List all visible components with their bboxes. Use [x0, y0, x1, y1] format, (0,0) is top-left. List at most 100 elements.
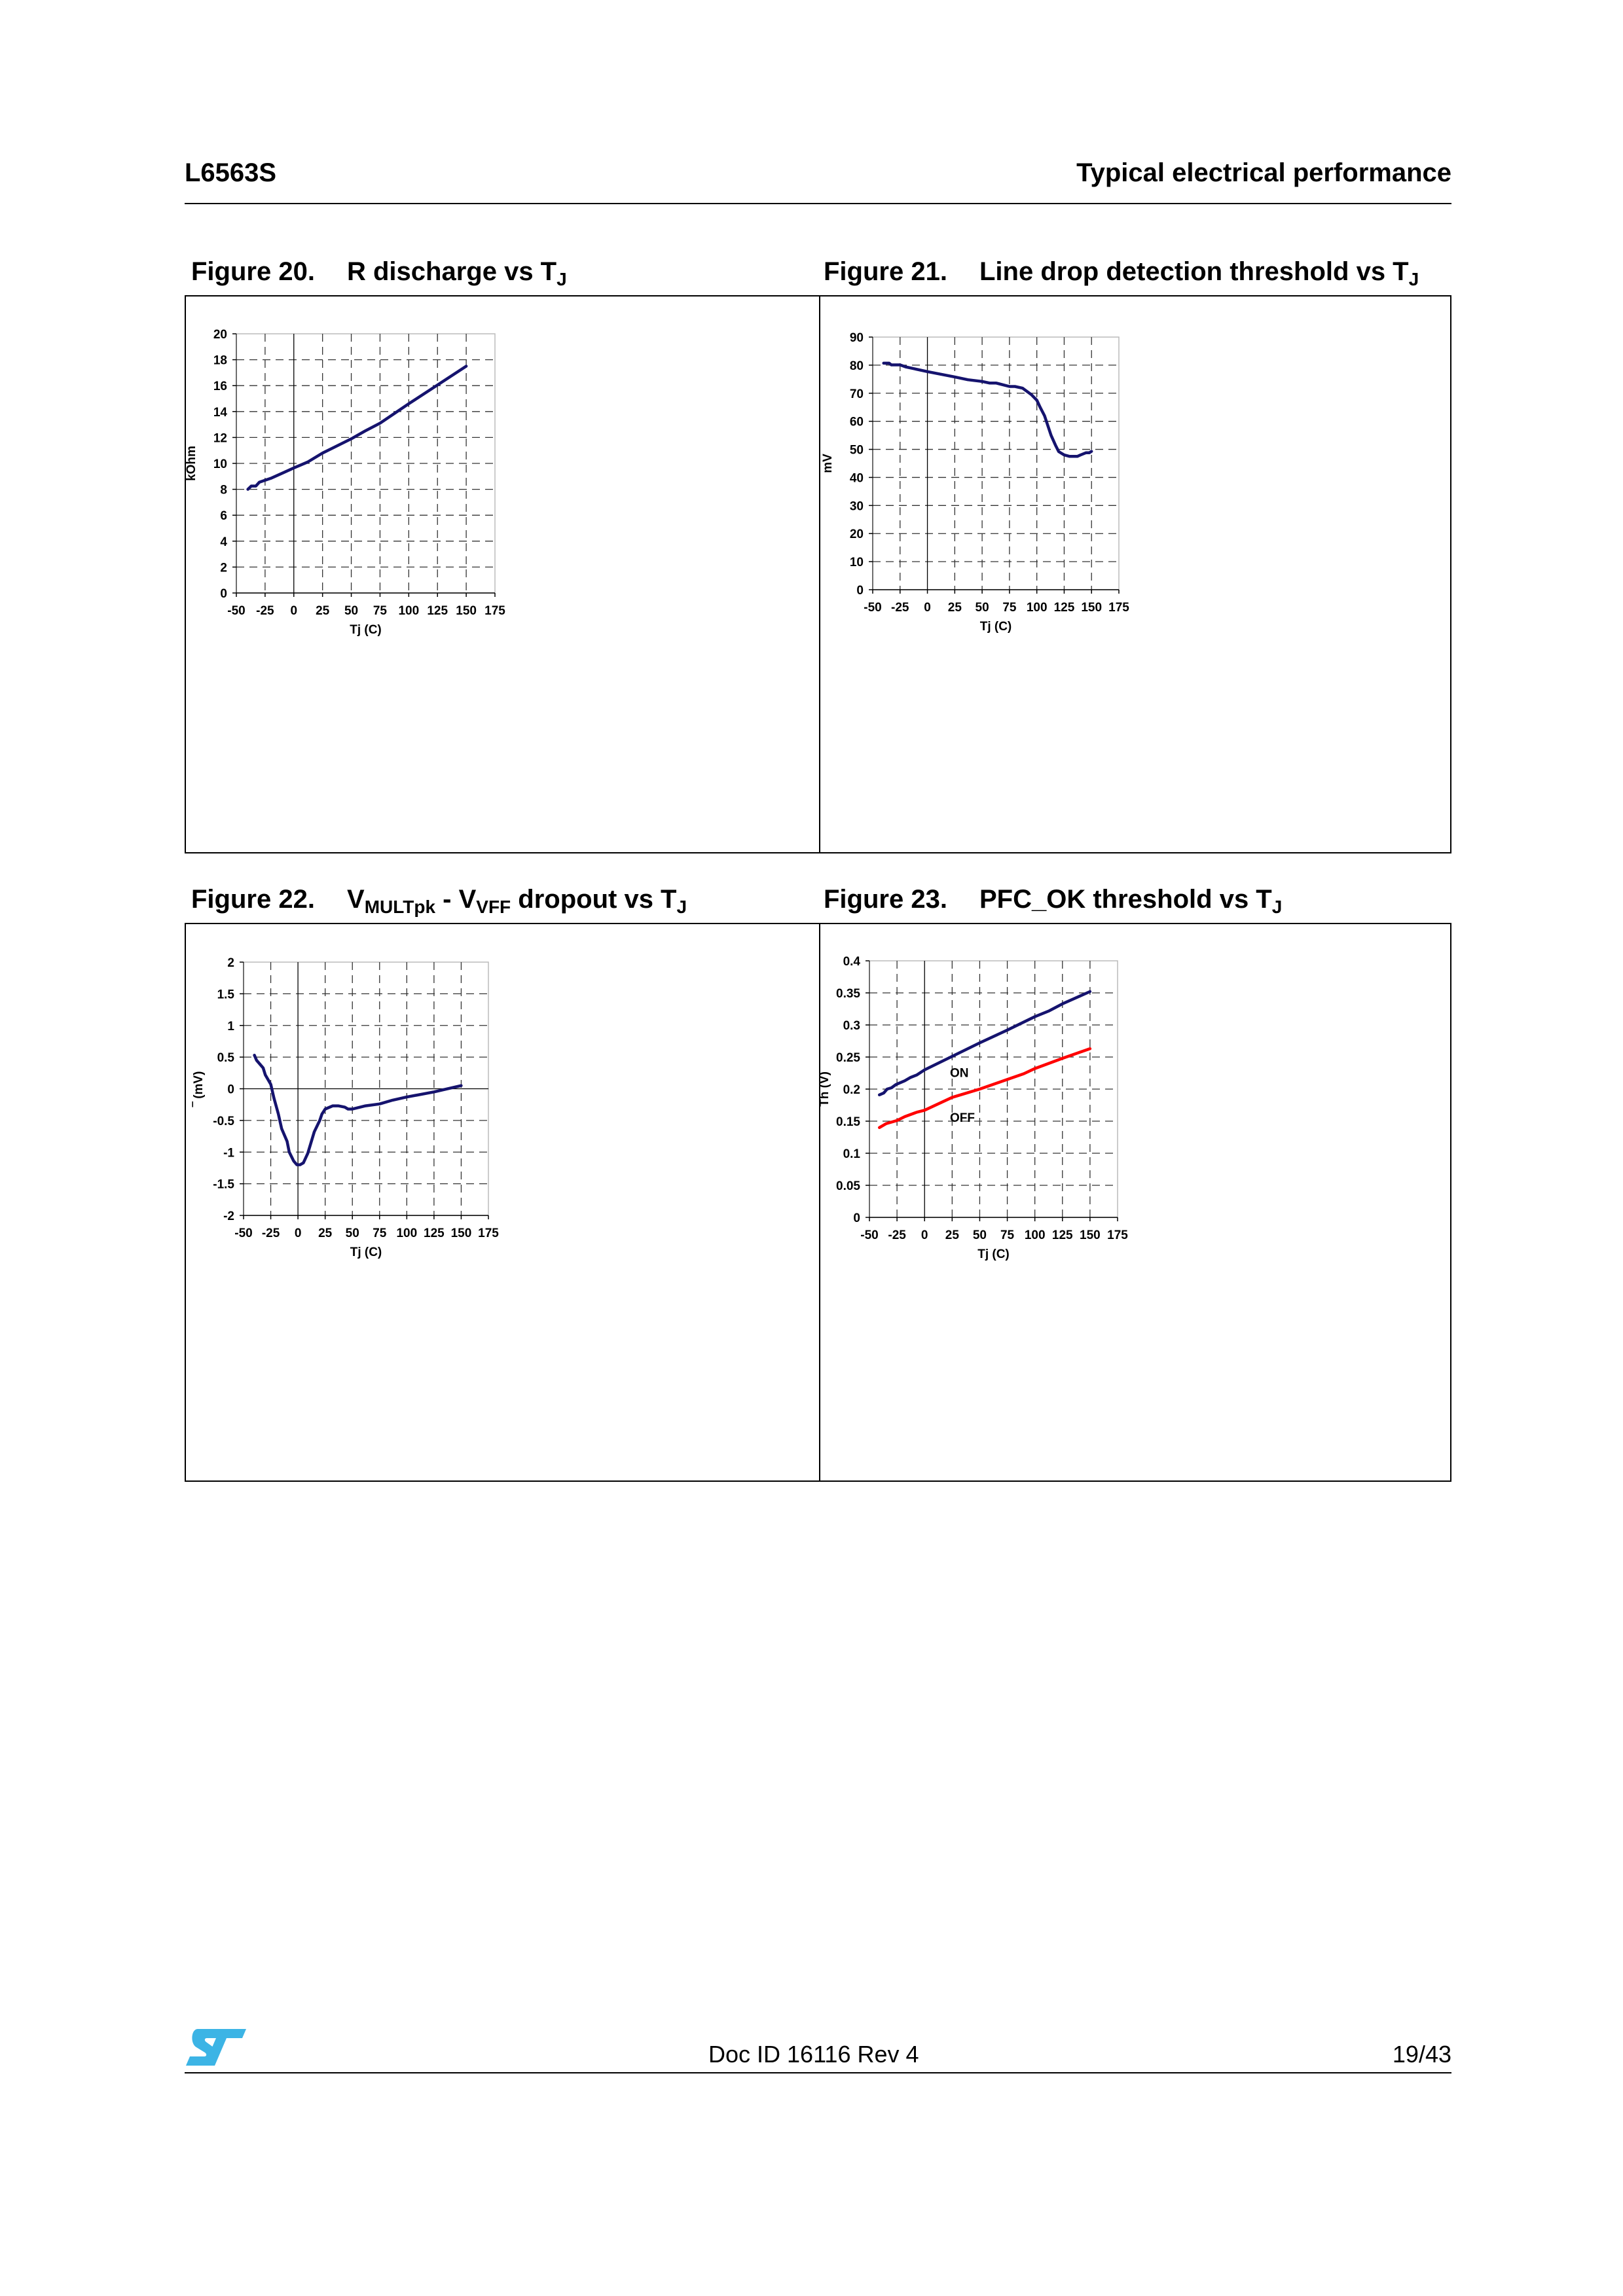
series-line-dropout: [253, 1053, 463, 1166]
y-tick-label: 70: [850, 387, 864, 401]
x-axis-label: Tj (C): [350, 623, 382, 637]
x-tick-label: 25: [318, 1227, 333, 1240]
x-tick-label: 50: [973, 1229, 987, 1242]
y-tick-label: -2: [223, 1210, 234, 1223]
header-section-title: Typical electrical performance: [1076, 158, 1451, 187]
y-tick-label: 10: [850, 556, 864, 569]
x-tick-label: 100: [1027, 601, 1048, 615]
figure-23-chart: -50 -25 0 25 50 75 100 125 150 175 0 0.05 0.1 0.15 0.2…: [819, 923, 1451, 1482]
x-tick-label: 25: [948, 601, 962, 615]
title-subscript: MULTpk: [364, 897, 436, 917]
figure-21-chart: -50 -25 0 25 50 75 100 125 150 175 0 10 20 30 40 50 60 70…: [819, 295, 1451, 853]
header-rule: [185, 203, 1451, 204]
x-tick-label: -50: [227, 604, 245, 618]
y-axis-label: kOhm: [186, 446, 198, 481]
x-tick-label: 175: [1108, 601, 1129, 615]
title-text: V: [347, 885, 365, 914]
y-tick-label: 12: [213, 431, 227, 445]
x-tick-label: 125: [424, 1227, 445, 1240]
y-tick-label: 16: [213, 380, 227, 393]
y-tick-label: 0.1: [843, 1147, 861, 1161]
y-tick-label: 20: [213, 328, 227, 342]
x-tick-label: 75: [373, 604, 388, 618]
y-tick-label: 2: [227, 956, 234, 970]
title-subscript: J: [556, 269, 567, 289]
y-tick-label: -1: [223, 1146, 234, 1160]
x-tick-label: 25: [316, 604, 330, 618]
y-tick-label: 40: [850, 471, 864, 485]
footer-doc-id: Doc ID 16116 Rev 4: [708, 2041, 919, 2068]
x-tick-label: 150: [1080, 1229, 1101, 1242]
y-tick-label: 80: [850, 359, 864, 373]
y-tick-label: 0.05: [836, 1179, 860, 1193]
title-subscript: J: [1271, 897, 1283, 917]
x-tick-label: 150: [1081, 601, 1102, 615]
y-tick-label: 0.2: [843, 1083, 860, 1097]
y-axis-label: ‾ (mV): [192, 1071, 206, 1108]
x-tick-label: 50: [346, 1227, 359, 1240]
footer-rule: [185, 2072, 1451, 2073]
x-tick-label: 75: [1000, 1229, 1015, 1242]
x-tick-label: -25: [888, 1229, 906, 1242]
x-tick-label: 75: [1002, 601, 1017, 615]
x-tick-label: 0: [290, 604, 297, 618]
y-tick-label: -0.5: [213, 1115, 234, 1128]
st-logo: [186, 2029, 246, 2066]
chart-svg-23: -50 -25 0 25 50 75 100 125 150 175 0 0.05 0.1 0.15 0.2…: [820, 955, 1128, 1261]
y-tick-label: 10: [213, 457, 227, 471]
y-tick-label: 1.5: [217, 988, 235, 1001]
plot-frame: [872, 336, 1120, 590]
figure-23-title: Figure 23. PFC_OK threshold vs TJ: [824, 885, 1282, 918]
y-tick-label: 20: [850, 528, 864, 541]
title-text: PFC_OK threshold vs T: [979, 885, 1272, 914]
figure-21-title: Figure 21. Line drop detection threshold …: [824, 257, 1419, 290]
y-tick-label: 0.25: [836, 1051, 860, 1065]
y-tick-label: 0.15: [836, 1115, 860, 1129]
x-tick-label: -25: [262, 1227, 280, 1240]
x-tick-label: 175: [478, 1227, 499, 1240]
chart-svg-22: -50 -25 0 25 50 75 100 125 150 175 -2 -1.5 -1 -0.5 0 0.…: [192, 956, 499, 1259]
title-subscript: J: [676, 897, 687, 917]
x-tick-label: 25: [945, 1229, 960, 1242]
x-tick-label: -25: [891, 601, 909, 615]
y-tick-label: 8: [220, 484, 227, 497]
y-tick-label: 1: [227, 1020, 234, 1033]
title-text: Line drop detection threshold vs T: [979, 257, 1409, 286]
figure-20-chart: -50 -25 0 25 50 75 100 125 150 175 0 2 4 6 8 10 12 14 16 18…: [185, 295, 820, 853]
header-doc-name: L6563S: [185, 158, 277, 187]
x-tick-label: -50: [864, 601, 881, 615]
x-tick-label: 125: [1054, 601, 1075, 615]
y-tick-label: 0: [220, 587, 227, 601]
x-tick-label: 0: [921, 1229, 928, 1242]
y-tick-label: 60: [850, 416, 864, 429]
series-line-off: [877, 1047, 1092, 1130]
x-tick-label: 125: [1052, 1229, 1073, 1242]
series-line-r-discharge: [246, 365, 468, 491]
y-tick-label: 0: [853, 1211, 860, 1225]
x-axis-label: Tj (C): [977, 1247, 1010, 1261]
x-tick-label: 100: [398, 604, 419, 618]
x-tick-label: 100: [1025, 1229, 1046, 1242]
x-tick-label: 50: [344, 604, 358, 618]
y-axis-label: Th (V): [820, 1071, 831, 1107]
x-tick-label: 0: [924, 601, 931, 615]
x-tick-label: 175: [1107, 1229, 1128, 1242]
y-tick-label: 0.5: [217, 1051, 235, 1065]
x-tick-label: 0: [295, 1227, 302, 1240]
footer-page-number: 19/43: [1392, 2041, 1451, 2068]
series-line-on: [877, 990, 1092, 1097]
y-tick-label: 50: [850, 444, 864, 457]
x-tick-label: -50: [234, 1227, 252, 1240]
y-tick-label: 0: [227, 1083, 234, 1097]
figure-number: Figure 22.: [191, 885, 315, 914]
series-line-line-drop-threshold: [882, 361, 1093, 458]
series-annotation: OFF: [950, 1111, 975, 1125]
title-subscript: VFF: [476, 897, 511, 917]
figure-22-chart: -50 -25 0 25 50 75 100 125 150 175 -2 -1.5 -1 -0.5 0 0.…: [185, 923, 820, 1482]
figure-number: Figure 23.: [824, 885, 947, 914]
y-tick-label: 18: [213, 354, 227, 368]
y-tick-label: 14: [213, 406, 228, 420]
series-annotation: ON: [950, 1066, 969, 1080]
x-axis-label: Tj (C): [350, 1246, 382, 1259]
y-tick-label: 0.4: [843, 955, 861, 969]
